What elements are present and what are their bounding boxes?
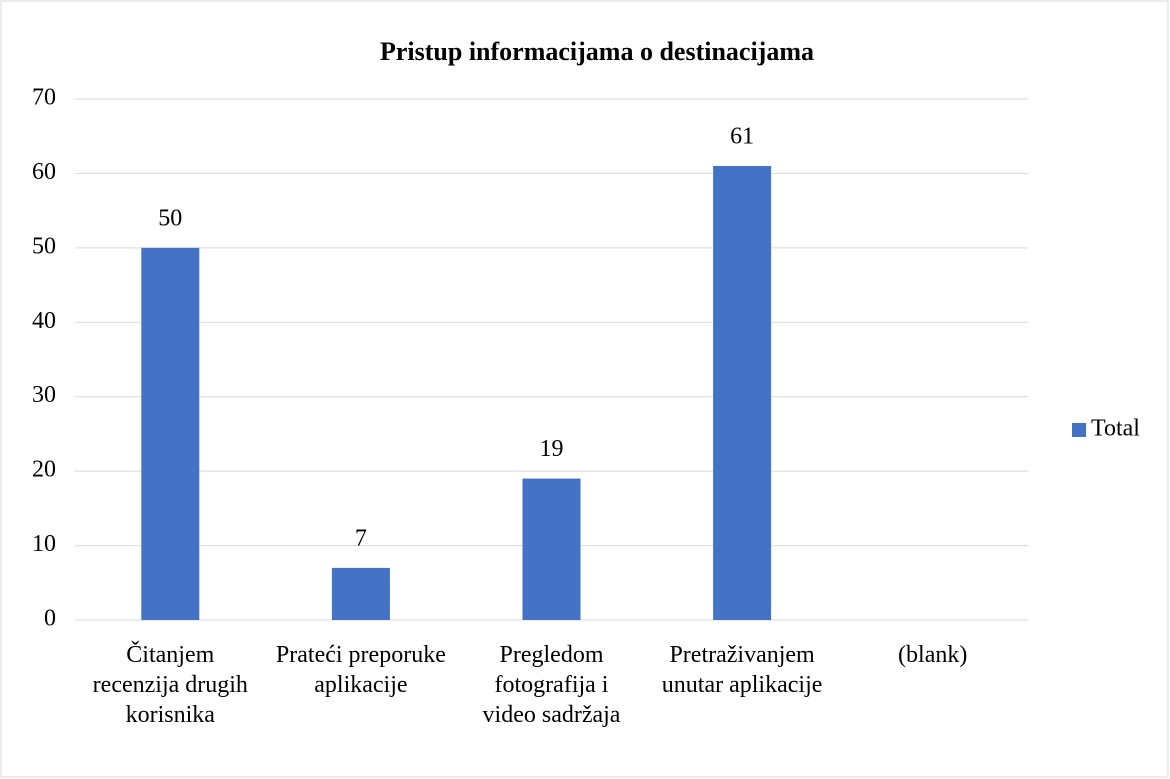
data-label: 61	[730, 123, 754, 149]
data-label: 50	[158, 205, 182, 231]
data-label: 19	[540, 436, 564, 462]
bar	[522, 478, 581, 620]
x-tick-label: Prateći preporuke aplikacije	[275, 642, 446, 698]
x-tick-label: Pregledom fotografija i video sadržaja	[482, 642, 621, 728]
data-label: 7	[355, 525, 367, 551]
bar	[331, 567, 390, 620]
x-tick-label: Čitanjem recenzija drugih korisnika	[92, 642, 248, 728]
y-tick-label: 70	[32, 85, 56, 111]
chart-title: Pristup informacijama o destinacijama	[380, 37, 814, 66]
y-tick-label: 40	[32, 308, 56, 334]
legend-label: Total	[1091, 416, 1140, 442]
y-tick-label: 20	[32, 457, 56, 483]
x-tick-label: Pretraživanjem unutar aplikacije	[661, 642, 823, 698]
y-tick-label: 30	[32, 382, 56, 408]
legend-swatch	[1072, 423, 1086, 437]
y-tick-label: 50	[32, 233, 56, 259]
x-tick-label: (blank)	[898, 642, 968, 668]
y-tick-label: 0	[44, 606, 56, 632]
y-tick-label: 10	[32, 531, 56, 557]
y-tick-label: 60	[32, 159, 56, 185]
bar	[713, 165, 772, 620]
bar	[141, 247, 200, 620]
